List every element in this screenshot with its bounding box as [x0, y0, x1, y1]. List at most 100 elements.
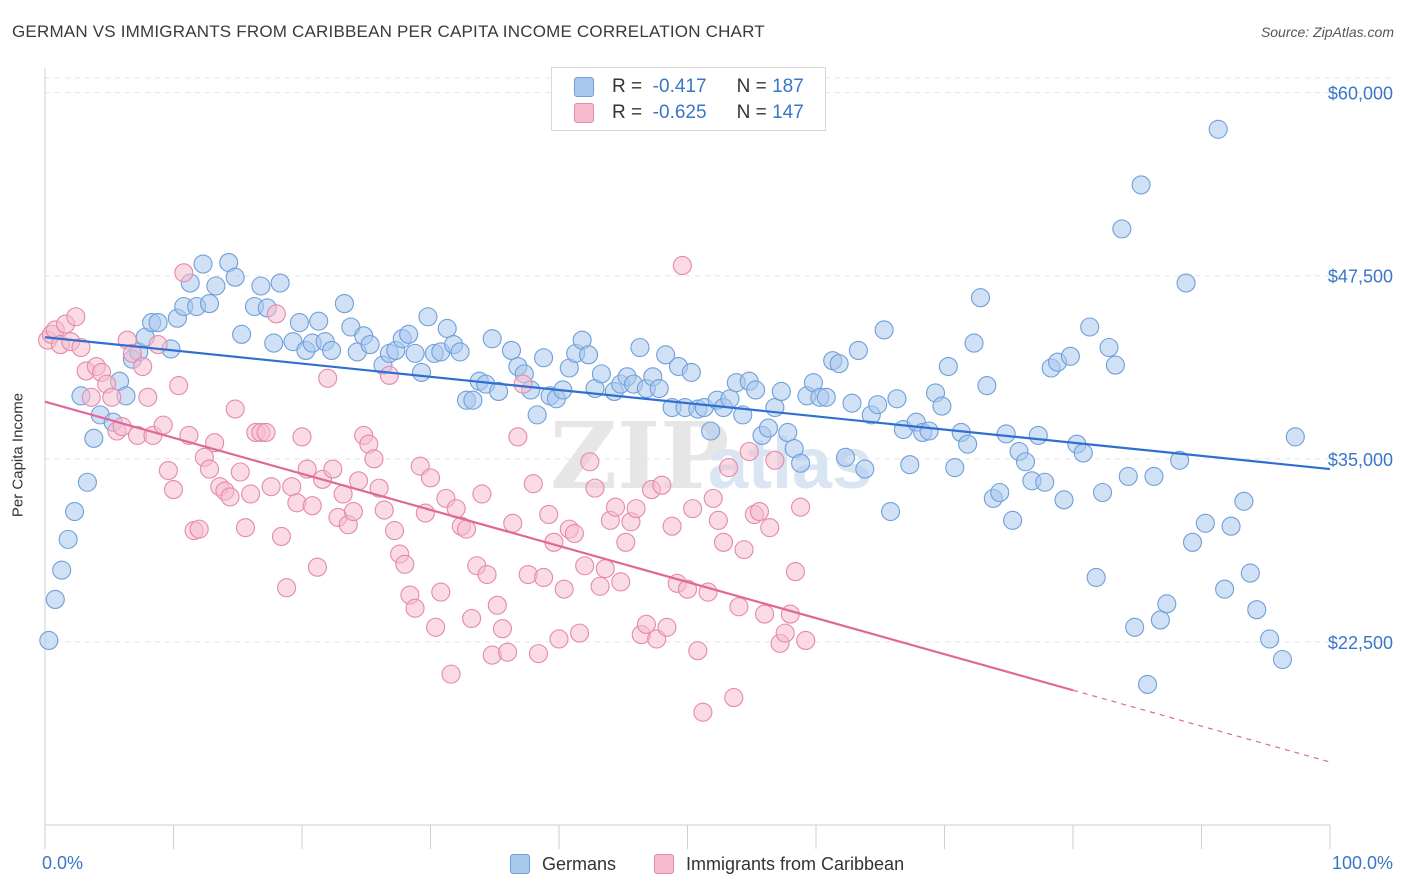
point-caribbean [595, 559, 615, 579]
point-germans [1060, 346, 1080, 366]
point-caribbean [271, 526, 291, 547]
point-germans [199, 294, 220, 314]
chart-source: Source: ZipAtlas.com [1260, 24, 1394, 40]
point-caribbean [724, 688, 744, 708]
point-germans [1054, 490, 1074, 510]
point-germans [758, 418, 779, 438]
bottom-legend-label-caribbean: Immigrants from Caribbean [686, 853, 905, 874]
point-germans [405, 343, 425, 363]
point-caribbean [374, 500, 394, 520]
point-caribbean [755, 604, 775, 624]
point-caribbean [472, 484, 492, 504]
point-caribbean [498, 642, 518, 662]
point-caribbean [652, 475, 672, 495]
point-germans [289, 313, 309, 333]
point-germans [1247, 600, 1267, 620]
point-caribbean [199, 459, 220, 479]
point-germans [1137, 674, 1158, 694]
point-germans [829, 354, 849, 374]
point-germans [1112, 219, 1132, 239]
point-caribbean [518, 564, 538, 585]
point-caribbean [564, 523, 584, 544]
watermark-zip: ZIP [550, 402, 729, 510]
x-tick-label: 100.0% [1332, 853, 1393, 873]
point-germans [58, 529, 78, 549]
point-caribbean [487, 595, 507, 615]
point-germans [964, 333, 984, 353]
point-caribbean [734, 540, 754, 560]
point-caribbean [138, 387, 158, 407]
point-caribbean [169, 376, 189, 396]
point-caribbean [292, 427, 312, 447]
point-germans [264, 333, 284, 353]
point-germans [900, 455, 920, 475]
point-caribbean [153, 415, 173, 435]
point-germans [977, 376, 997, 396]
point-caribbean [189, 519, 209, 539]
point-caribbean [693, 702, 713, 722]
point-caribbean [81, 387, 101, 407]
point-germans [84, 428, 104, 448]
point-caribbean [174, 263, 194, 283]
point-caribbean [780, 604, 800, 624]
point-germans [527, 405, 547, 425]
point-germans [1028, 425, 1048, 445]
point-caribbean [462, 608, 482, 629]
bottom-legend-swatch-germans [510, 854, 530, 874]
point-caribbean [708, 510, 728, 530]
point-germans [482, 329, 502, 349]
y-tick-label: $47,500 [1328, 267, 1393, 287]
point-germans [836, 447, 856, 467]
point-caribbean [791, 497, 811, 517]
point-germans [1131, 175, 1151, 195]
point-germans [771, 381, 791, 401]
point-germans [746, 380, 766, 400]
point-germans [450, 342, 470, 362]
point-caribbean [554, 579, 574, 599]
point-caribbean [605, 497, 626, 517]
point-germans [1118, 466, 1138, 486]
point-caribbean [415, 503, 435, 523]
trend-line-caribbean-extension [1072, 689, 1331, 763]
point-caribbean [796, 630, 816, 650]
point-caribbean [71, 337, 91, 358]
point-germans [360, 335, 380, 355]
point-caribbean [405, 598, 425, 618]
point-caribbean [261, 477, 281, 497]
point-germans [1195, 513, 1215, 533]
point-caribbean [662, 516, 682, 536]
correlation-legend: R = -0.417 N = 187 R = -0.625 N = 147 [551, 67, 826, 131]
point-caribbean [163, 480, 184, 500]
point-caribbean [287, 493, 307, 513]
point-caribbean [379, 365, 399, 385]
point-germans [1086, 567, 1106, 588]
point-germans [1285, 427, 1305, 447]
point-germans [996, 424, 1016, 444]
point-caribbean [302, 496, 322, 516]
axes [44, 68, 1331, 849]
point-germans [39, 630, 59, 650]
point-caribbean [266, 304, 286, 324]
bottom-legend-label-germans: Germans [542, 853, 617, 874]
legend-swatch-caribbean [574, 103, 594, 123]
legend-r-label: R = [612, 76, 643, 97]
point-germans [1240, 563, 1260, 583]
point-germans [990, 482, 1010, 503]
point-caribbean [102, 387, 122, 407]
point-germans [1157, 594, 1177, 614]
point-caribbean [426, 617, 446, 637]
tick-labels: $60,000 $47,500 $35,000 $22,500 0.0% 100.0% [42, 84, 1393, 873]
point-germans [1093, 482, 1113, 503]
point-germans [1272, 649, 1293, 670]
point-germans [649, 378, 669, 399]
bottom-legend-germans[interactable]: Germans [510, 852, 616, 876]
point-caribbean [364, 449, 384, 469]
bottom-legend-caribbean[interactable]: Immigrants from Caribbean [654, 852, 904, 876]
legend-r-label: R = [612, 102, 643, 123]
point-germans [791, 453, 811, 473]
point-caribbean [384, 521, 405, 541]
point-caribbean [616, 532, 636, 552]
point-caribbean [122, 343, 142, 363]
point-germans [1170, 450, 1190, 470]
point-germans [501, 340, 522, 360]
